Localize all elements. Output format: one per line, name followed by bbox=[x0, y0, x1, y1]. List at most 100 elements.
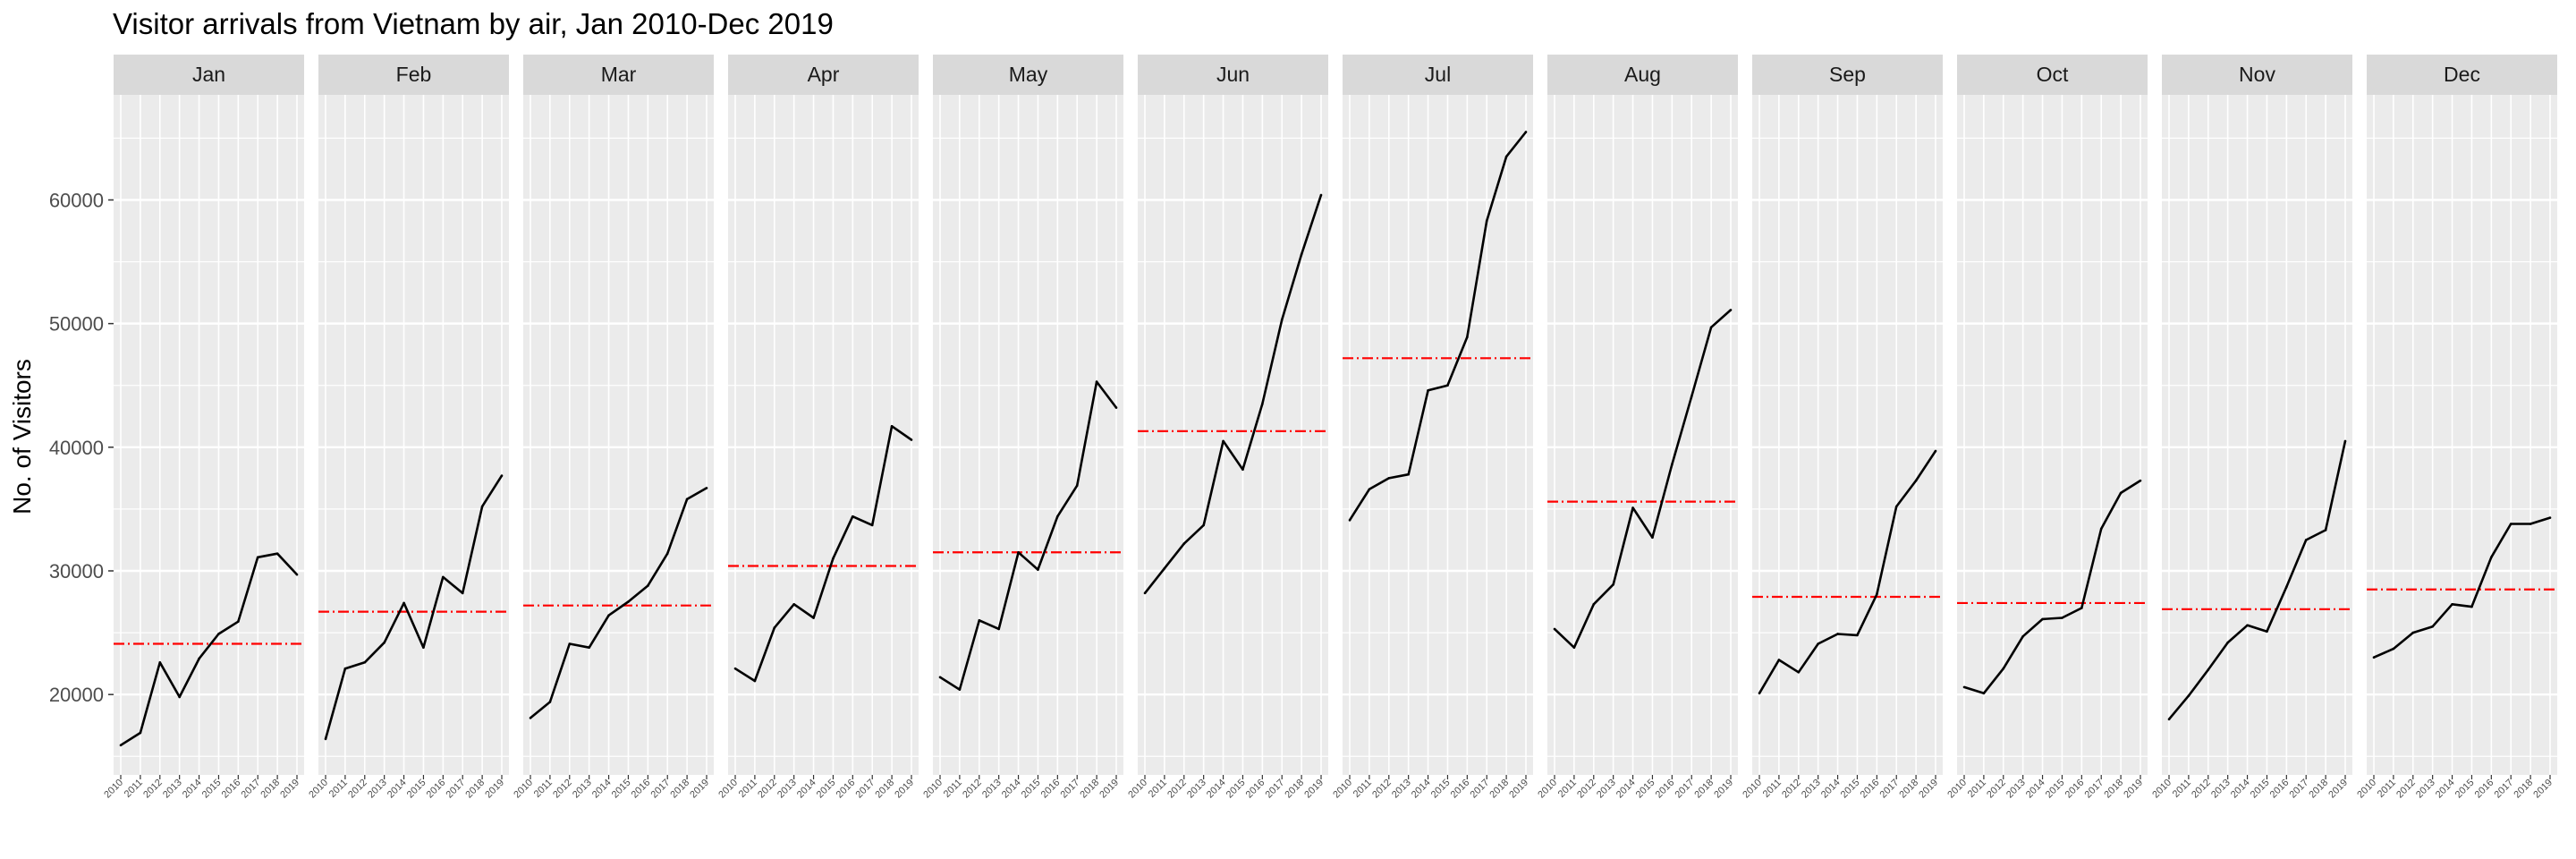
data-point bbox=[2324, 529, 2327, 532]
data-point bbox=[1553, 627, 1556, 631]
data-point bbox=[2266, 630, 2268, 634]
facet-panel-dec: Dec2010201120122013201420152016201720182… bbox=[2355, 55, 2557, 800]
data-point bbox=[978, 618, 981, 622]
data-point bbox=[1709, 326, 1713, 329]
facet-panel-apr: Apr2010201120122013201420152016201720182… bbox=[716, 55, 919, 800]
data-point bbox=[1407, 472, 1410, 476]
data-point bbox=[2119, 491, 2123, 495]
data-point bbox=[1202, 523, 1205, 527]
data-point bbox=[1319, 193, 1323, 197]
data-point bbox=[402, 601, 405, 605]
panel-background bbox=[1547, 95, 1738, 775]
facet-panel-mar: Mar2010201120122013201420152016201720182… bbox=[512, 55, 714, 800]
facet-panel-jun: Jun2010201120122013201420152016201720182… bbox=[1126, 55, 1328, 800]
data-point bbox=[1095, 380, 1098, 383]
data-point bbox=[2167, 718, 2171, 721]
data-point bbox=[2490, 556, 2493, 559]
data-point bbox=[1982, 692, 1986, 695]
data-point bbox=[343, 667, 347, 670]
data-point bbox=[363, 660, 367, 664]
data-point bbox=[2343, 439, 2347, 443]
y-axis: 20000 30000 40000 50000 60000 bbox=[49, 189, 114, 706]
panel-background bbox=[114, 95, 304, 775]
data-point bbox=[2139, 479, 2142, 482]
strip-background bbox=[523, 55, 714, 95]
data-point bbox=[139, 731, 142, 735]
data-point bbox=[1261, 403, 1264, 405]
data-point bbox=[1777, 659, 1781, 661]
data-point bbox=[792, 603, 795, 606]
panel-background bbox=[933, 95, 1123, 775]
data-point bbox=[2431, 625, 2434, 628]
data-point bbox=[2285, 585, 2288, 589]
data-point bbox=[2002, 667, 2005, 670]
facet-panel-feb: Feb2010201120122013201420152016201720182… bbox=[307, 55, 509, 800]
facet-panels: Jan2010201120122013201420152016201720182… bbox=[102, 55, 2557, 800]
series-line bbox=[939, 380, 1118, 692]
facet-panel-jul: Jul2010201120122013201420152016201720182… bbox=[1331, 55, 1533, 800]
data-point bbox=[2509, 523, 2512, 525]
data-point bbox=[1934, 449, 1937, 453]
data-point bbox=[1075, 484, 1079, 487]
data-point bbox=[2099, 527, 2103, 531]
data-point bbox=[256, 556, 259, 559]
data-point bbox=[2451, 603, 2453, 606]
data-point bbox=[178, 695, 181, 699]
strip-background bbox=[1138, 55, 1328, 95]
data-point bbox=[1485, 219, 1488, 223]
data-point bbox=[1143, 591, 1147, 595]
data-point bbox=[1348, 519, 1352, 522]
series-line bbox=[1554, 309, 1732, 650]
data-point bbox=[1446, 384, 1449, 387]
data-point bbox=[1729, 309, 1733, 311]
data-point bbox=[733, 667, 737, 670]
data-point bbox=[1056, 515, 1059, 518]
data-point bbox=[1280, 319, 1284, 321]
data-point bbox=[685, 498, 689, 501]
data-point bbox=[119, 744, 123, 747]
data-point bbox=[1758, 692, 1761, 695]
data-point bbox=[237, 620, 240, 623]
data-point bbox=[1222, 439, 1224, 443]
data-point bbox=[529, 717, 532, 719]
strip-background bbox=[1752, 55, 1943, 95]
data-point bbox=[1836, 633, 1839, 635]
data-point bbox=[1856, 634, 1859, 637]
series-line bbox=[1758, 450, 1937, 694]
facet-panel-may: May2010201120122013201420152016201720182… bbox=[921, 55, 1123, 800]
data-point bbox=[198, 657, 200, 660]
data-point bbox=[890, 425, 894, 428]
facet-panel-aug: Aug2010201120122013201420152016201720182… bbox=[1536, 55, 1738, 800]
strip-label: Mar bbox=[601, 63, 637, 86]
strip-background bbox=[728, 55, 919, 95]
data-point bbox=[2529, 523, 2532, 525]
data-point bbox=[1368, 488, 1371, 491]
data-point bbox=[1241, 468, 1244, 471]
data-point bbox=[1504, 155, 1508, 158]
panel-background bbox=[523, 95, 714, 775]
strip-label: Apr bbox=[808, 63, 840, 86]
data-point bbox=[2080, 607, 2083, 609]
data-point bbox=[1163, 566, 1166, 570]
data-point bbox=[1300, 252, 1303, 256]
data-point bbox=[2304, 539, 2308, 541]
series-line bbox=[2168, 440, 2347, 720]
panel-background bbox=[2162, 95, 2352, 775]
data-point bbox=[1182, 542, 1186, 545]
strip-label: Oct bbox=[2037, 63, 2069, 86]
data-point bbox=[480, 505, 484, 508]
data-point bbox=[1690, 395, 1693, 398]
strip-label: Jun bbox=[1216, 63, 1250, 86]
y-tick-label: 40000 bbox=[49, 437, 104, 459]
series-line bbox=[530, 487, 708, 719]
data-point bbox=[870, 523, 874, 527]
data-point bbox=[2187, 694, 2190, 697]
data-point bbox=[1466, 336, 1469, 339]
strip-background bbox=[2162, 55, 2352, 95]
data-point bbox=[2061, 617, 2063, 619]
strip-label: Jul bbox=[1425, 63, 1451, 86]
strip-background bbox=[114, 55, 304, 95]
panel-background bbox=[728, 95, 919, 775]
data-point bbox=[938, 676, 942, 679]
data-point bbox=[997, 627, 1000, 631]
